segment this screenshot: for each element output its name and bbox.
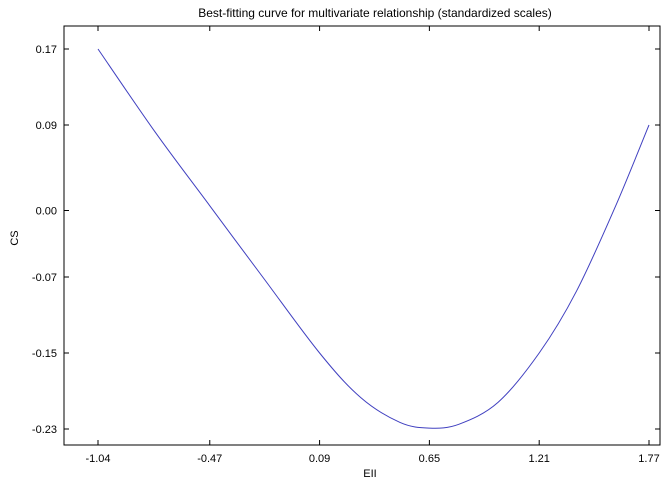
x-tick-label: 1.77 xyxy=(638,453,659,465)
y-tick-label: 0.09 xyxy=(36,120,57,132)
y-tick-label: -0.15 xyxy=(32,348,57,360)
x-axis-label: EII xyxy=(363,468,376,479)
y-tick-label: -0.23 xyxy=(32,424,57,436)
y-axis-label: CS xyxy=(9,230,21,245)
plot-frame xyxy=(63,25,661,446)
y-tick-label: 0.00 xyxy=(36,206,57,218)
y-tick-label: -0.07 xyxy=(32,272,57,284)
x-tick-label: 1.21 xyxy=(528,453,549,465)
x-tick-label: -1.04 xyxy=(85,453,110,465)
x-axis: -1.04 -0.47 0.09 0.65 1.21 1.77 xyxy=(85,26,660,465)
chart-title: Best-fitting curve for multivariate rela… xyxy=(198,6,551,20)
x-tick-label: -0.47 xyxy=(197,453,222,465)
series-line xyxy=(97,48,650,429)
y-tick-label: 0.17 xyxy=(36,44,57,56)
x-tick-label: 0.09 xyxy=(309,453,330,465)
x-tick-label: 0.65 xyxy=(419,453,440,465)
y-axis: 0.17 0.09 0.00 -0.07 -0.15 -0.23 xyxy=(32,44,660,436)
